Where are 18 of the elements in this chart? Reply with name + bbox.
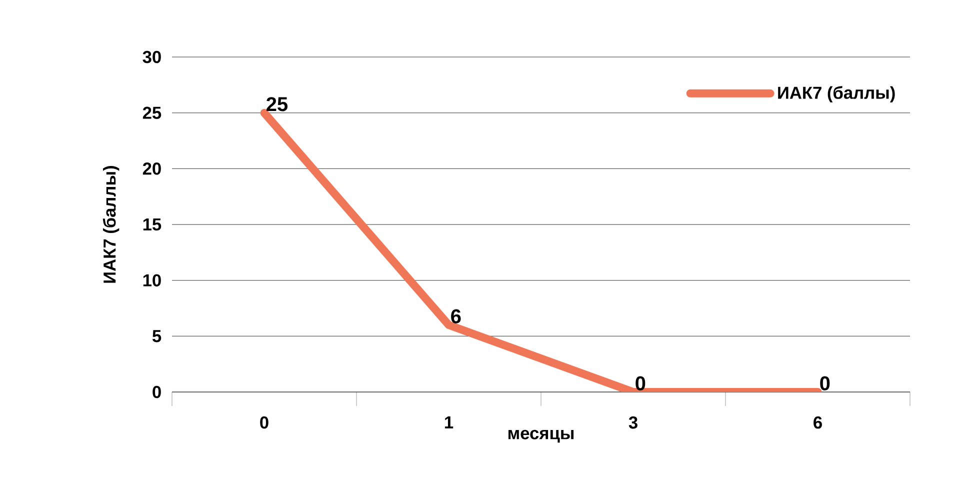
x-tick-label: 1 (445, 416, 454, 428)
legend-label: ИАК7 (баллы) (778, 86, 895, 102)
y-tick-label: 25 (142, 106, 162, 119)
data-label: 25 (266, 97, 288, 112)
data-label: 6 (451, 309, 461, 324)
x-tick-label: 6 (814, 416, 822, 429)
x-tick-label: 3 (628, 416, 638, 429)
data-label: 0 (636, 376, 646, 390)
y-tick-label: 0 (152, 386, 161, 398)
y-tick-label: 10 (143, 274, 161, 286)
y-tick-label: 15 (143, 218, 162, 231)
x-tick-label: 0 (260, 416, 268, 429)
data-label: 0 (820, 376, 830, 390)
y-tick-label: 30 (142, 50, 161, 64)
y-tick-label: 5 (152, 330, 162, 342)
y-tick-label: 20 (142, 162, 161, 175)
y-axis-title: ИАК7 (баллы) (102, 166, 120, 283)
x-axis-title: месяцы (508, 430, 574, 443)
